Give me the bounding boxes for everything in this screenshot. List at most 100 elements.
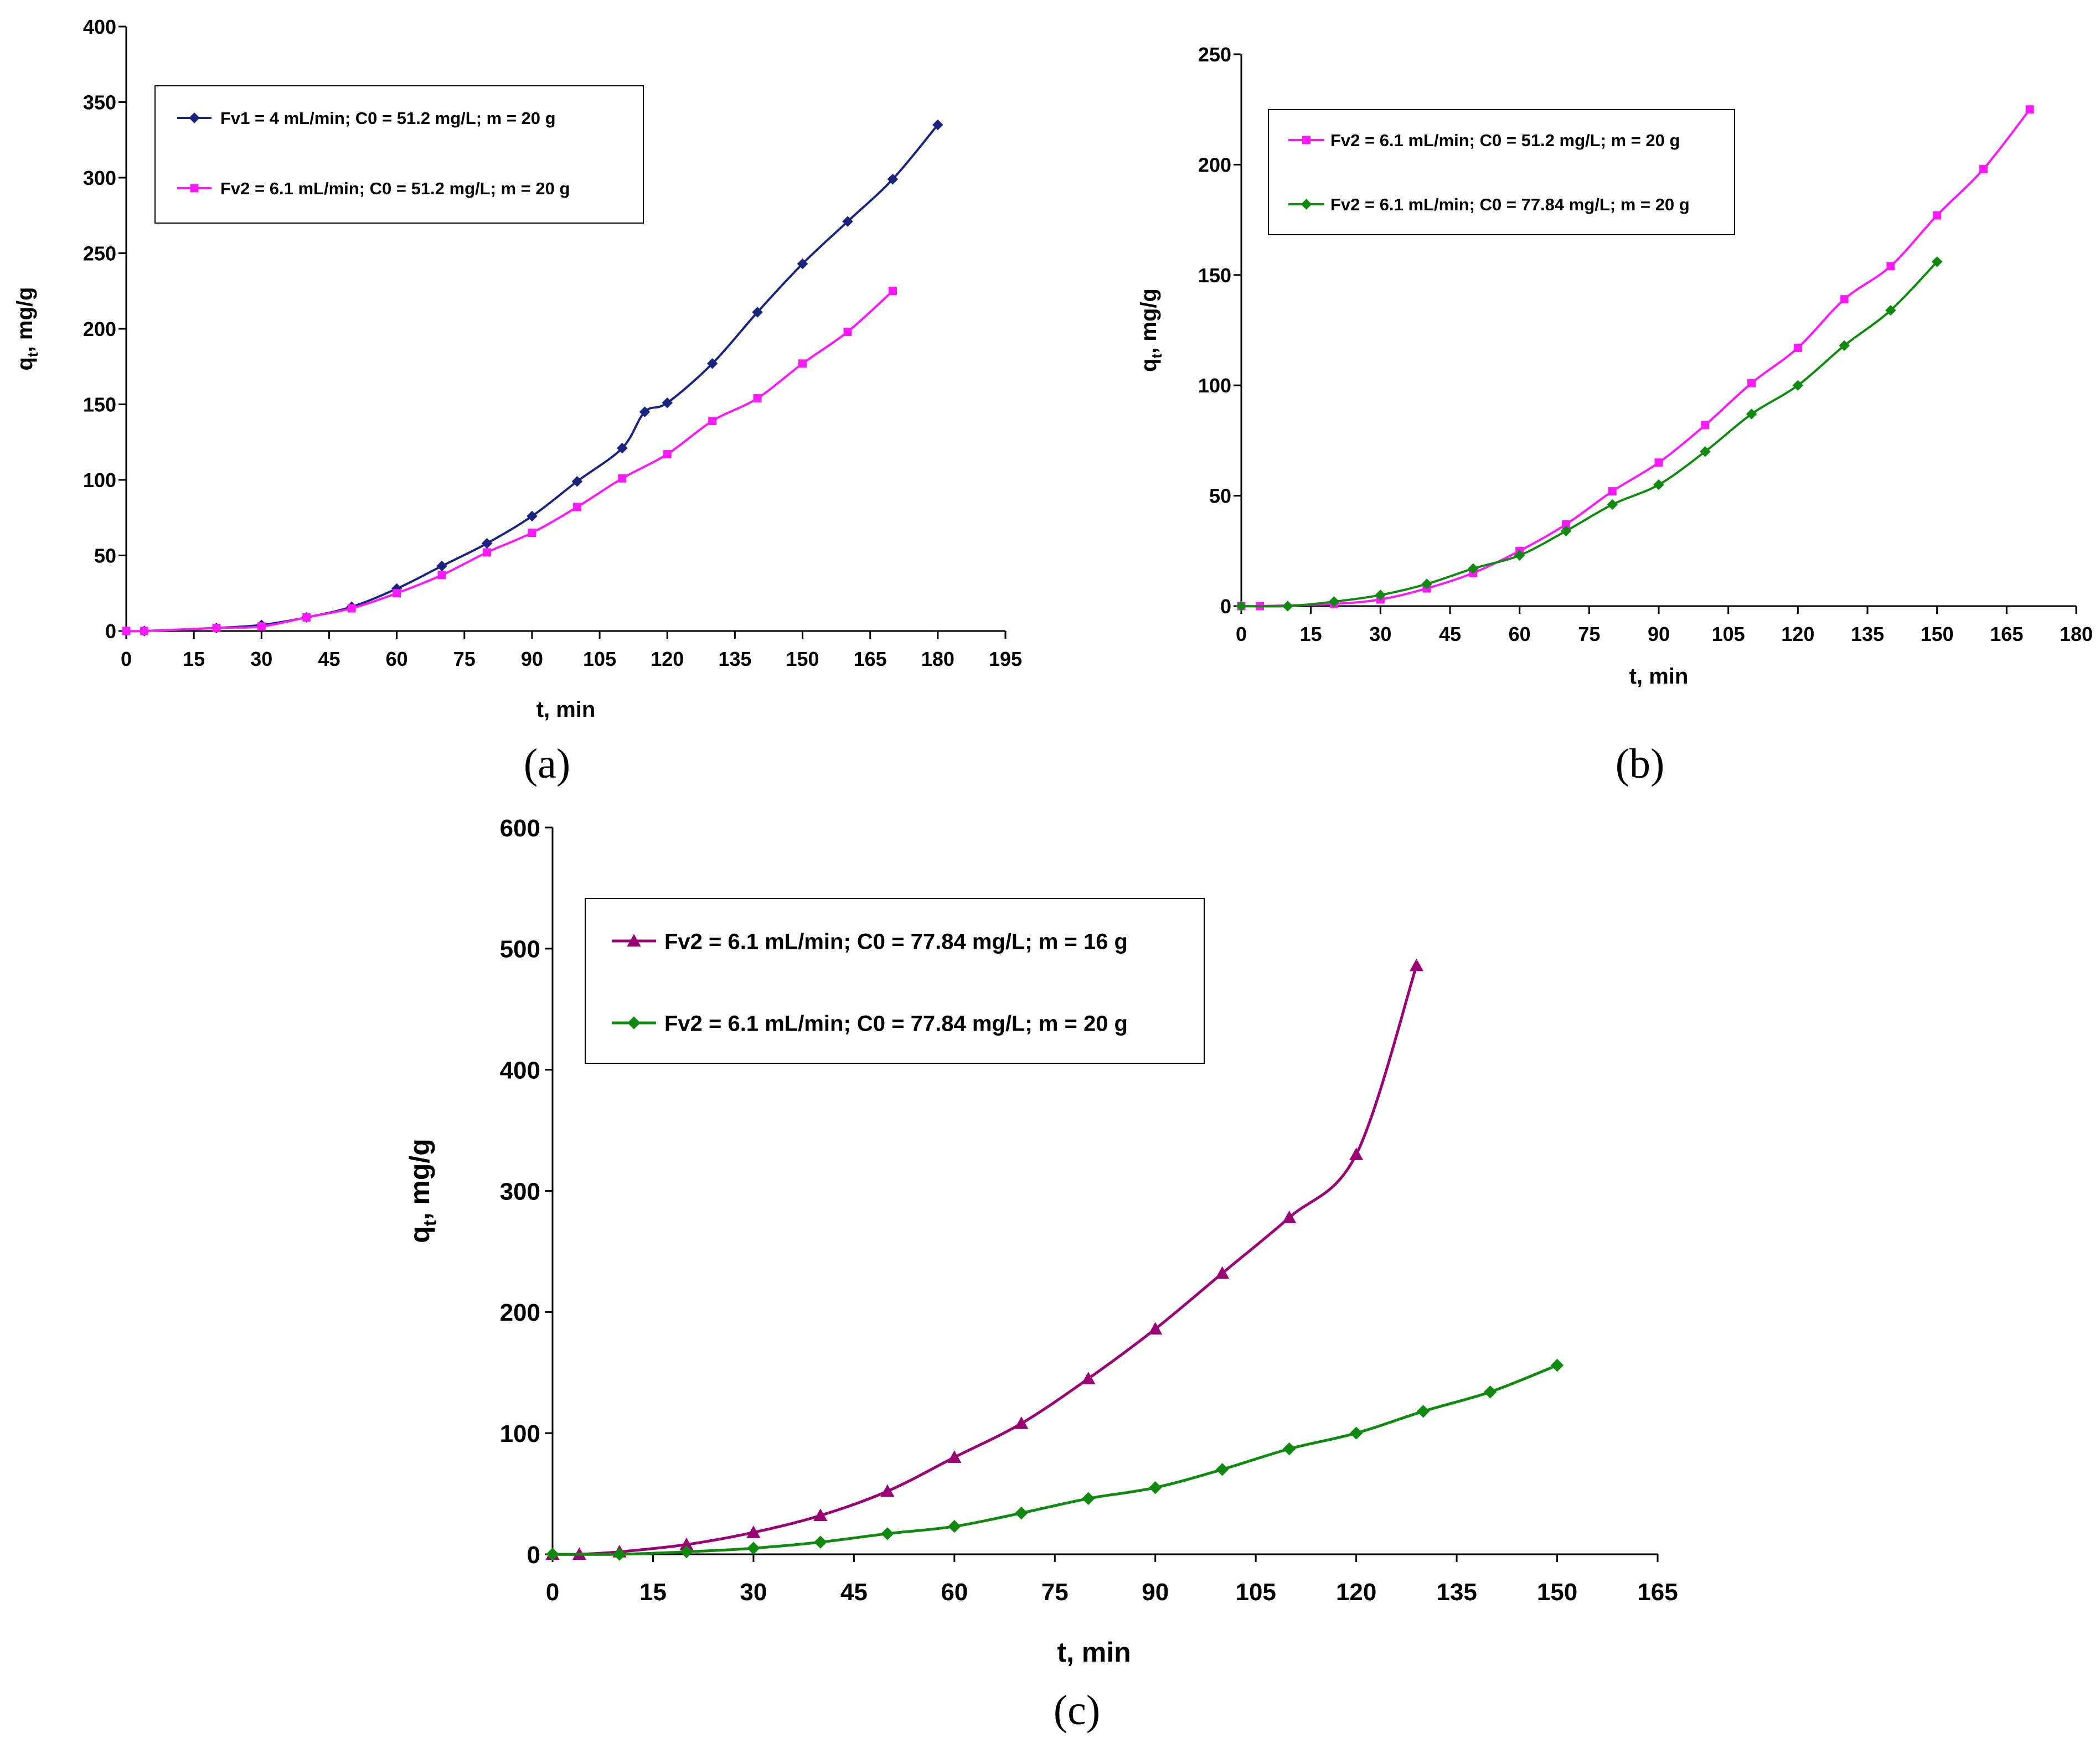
y-tick-label: 100 — [83, 469, 116, 492]
y-tick-label: 200 — [500, 1299, 540, 1326]
data-point-marker — [706, 358, 718, 369]
data-point-marker — [842, 216, 853, 227]
y-tick-label: 300 — [500, 1178, 540, 1205]
x-tick-label: 105 — [1712, 623, 1745, 645]
data-point-marker — [1979, 164, 1988, 173]
panel-label: (c) — [1054, 1687, 1100, 1734]
x-tick-label: 120 — [1336, 1579, 1376, 1606]
x-tick-label: 75 — [453, 648, 476, 670]
data-point-marker — [482, 548, 491, 557]
data-point-marker — [1409, 958, 1424, 971]
y-axis-label: qt, mg/g — [404, 1139, 440, 1243]
x-tick-label: 15 — [639, 1579, 667, 1606]
data-point-marker — [618, 474, 627, 483]
x-tick-label: 120 — [651, 648, 684, 670]
x-tick-label: 15 — [1300, 623, 1322, 645]
data-point-marker — [481, 537, 493, 549]
x-tick-label: 105 — [1235, 1579, 1276, 1606]
data-point-marker — [843, 327, 852, 336]
y-tick-label: 0 — [105, 620, 116, 643]
x-tick-label: 90 — [1648, 623, 1670, 645]
data-point-marker — [527, 510, 538, 522]
legend-entry-label: Fv2 = 6.1 mL/min; C0 = 77.84 mg/L; m = 1… — [664, 929, 1128, 954]
legend-marker-sample — [627, 934, 641, 947]
data-point-marker — [753, 394, 762, 403]
data-point-marker — [1328, 596, 1340, 607]
data-point-marker — [814, 1535, 827, 1549]
legend-entry-label: Fv1 = 4 mL/min; C0 = 51.2 mg/L; m = 20 g — [220, 108, 556, 128]
x-tick-label: 60 — [941, 1579, 968, 1606]
x-tick-label: 165 — [1990, 623, 2023, 645]
x-tick-label: 45 — [318, 648, 340, 670]
data-point-marker — [639, 406, 651, 417]
y-tick-label: 300 — [83, 167, 116, 189]
x-tick-label: 165 — [1637, 1579, 1678, 1606]
x-tick-label: 150 — [1537, 1579, 1577, 1606]
x-tick-label: 30 — [250, 648, 272, 670]
series-line — [552, 1364, 1558, 1556]
data-point-marker — [1282, 601, 1293, 612]
legend-box — [154, 85, 644, 224]
chart-panel-b: 0 15 30 45 60 75 90 105 120 135 150 165 180 0 50 100 150… — [1137, 43, 2093, 787]
x-tick-label: 0 — [1236, 623, 1247, 645]
data-point-marker — [437, 571, 446, 580]
data-point-marker — [1148, 1322, 1163, 1335]
data-point-marker — [1215, 1463, 1229, 1476]
legend-marker-sample — [1301, 199, 1312, 210]
data-point-marker — [1561, 520, 1570, 529]
data-point-marker — [1746, 408, 1757, 420]
y-tick-label: 50 — [1209, 485, 1231, 508]
data-point-marker — [1608, 487, 1617, 496]
data-point-marker — [1607, 499, 1618, 510]
y-axis-label-units: , mg/g — [404, 1139, 435, 1220]
data-point-marker — [1421, 578, 1432, 589]
y-axis-label-main: q — [13, 357, 37, 370]
data-point-marker — [813, 1508, 828, 1522]
legend-entry-label: Fv2 = 6.1 mL/min; C0 = 51.2 mg/L; m = 20… — [220, 179, 570, 198]
x-tick-label: 45 — [1439, 623, 1461, 645]
y-tick-label: 0 — [527, 1542, 540, 1569]
data-point-marker — [1792, 380, 1804, 391]
x-tick-label: 30 — [740, 1579, 767, 1606]
x-tick-label: 180 — [921, 648, 954, 670]
data-point-marker — [572, 503, 581, 511]
data-point-marker — [1885, 304, 1896, 316]
y-tick-label: 150 — [1198, 264, 1231, 287]
data-point-marker — [752, 307, 763, 318]
y-axis-label: qt, mg/g — [13, 287, 41, 371]
x-tick-label: 135 — [1436, 1579, 1477, 1606]
data-point-marker — [122, 627, 131, 635]
y-axis-label-main: q — [1137, 359, 1161, 372]
data-point-marker — [881, 1527, 894, 1540]
x-tick-label: 30 — [1369, 623, 1391, 645]
data-point-marker — [1215, 1266, 1230, 1279]
data-point-marker — [2025, 105, 2034, 114]
x-tick-label: 135 — [1851, 623, 1884, 645]
legend-box — [585, 898, 1205, 1064]
data-point-marker — [798, 359, 807, 368]
x-tick-label: 105 — [583, 648, 616, 670]
legend-entry-label: Fv2 = 6.1 mL/min; C0 = 77.84 mg/L; m = 2… — [1330, 195, 1690, 214]
data-point-marker — [948, 1519, 961, 1533]
data-point-marker — [1236, 601, 1247, 612]
data-point-marker — [257, 622, 266, 631]
data-point-marker — [546, 1548, 559, 1561]
data-point-marker — [436, 560, 447, 572]
y-tick-label: 100 — [1198, 374, 1231, 397]
x-tick-label: 195 — [989, 648, 1022, 670]
data-point-marker — [1483, 1385, 1497, 1399]
x-tick-label: 90 — [521, 648, 543, 670]
y-axis-label-units: , mg/g — [1137, 288, 1161, 354]
y-tick-label: 200 — [83, 318, 116, 340]
data-point-marker — [1282, 1442, 1296, 1456]
legend-box — [1268, 109, 1735, 235]
data-point-marker — [1349, 1426, 1363, 1440]
series-b-2 — [1236, 256, 1943, 612]
data-point-marker — [932, 119, 943, 131]
y-tick-label: 100 — [500, 1420, 540, 1447]
x-tick-label: 15 — [183, 648, 205, 670]
legend-marker-sample — [189, 112, 200, 123]
data-point-marker — [302, 613, 311, 622]
y-axis-label-main: q — [404, 1226, 435, 1243]
